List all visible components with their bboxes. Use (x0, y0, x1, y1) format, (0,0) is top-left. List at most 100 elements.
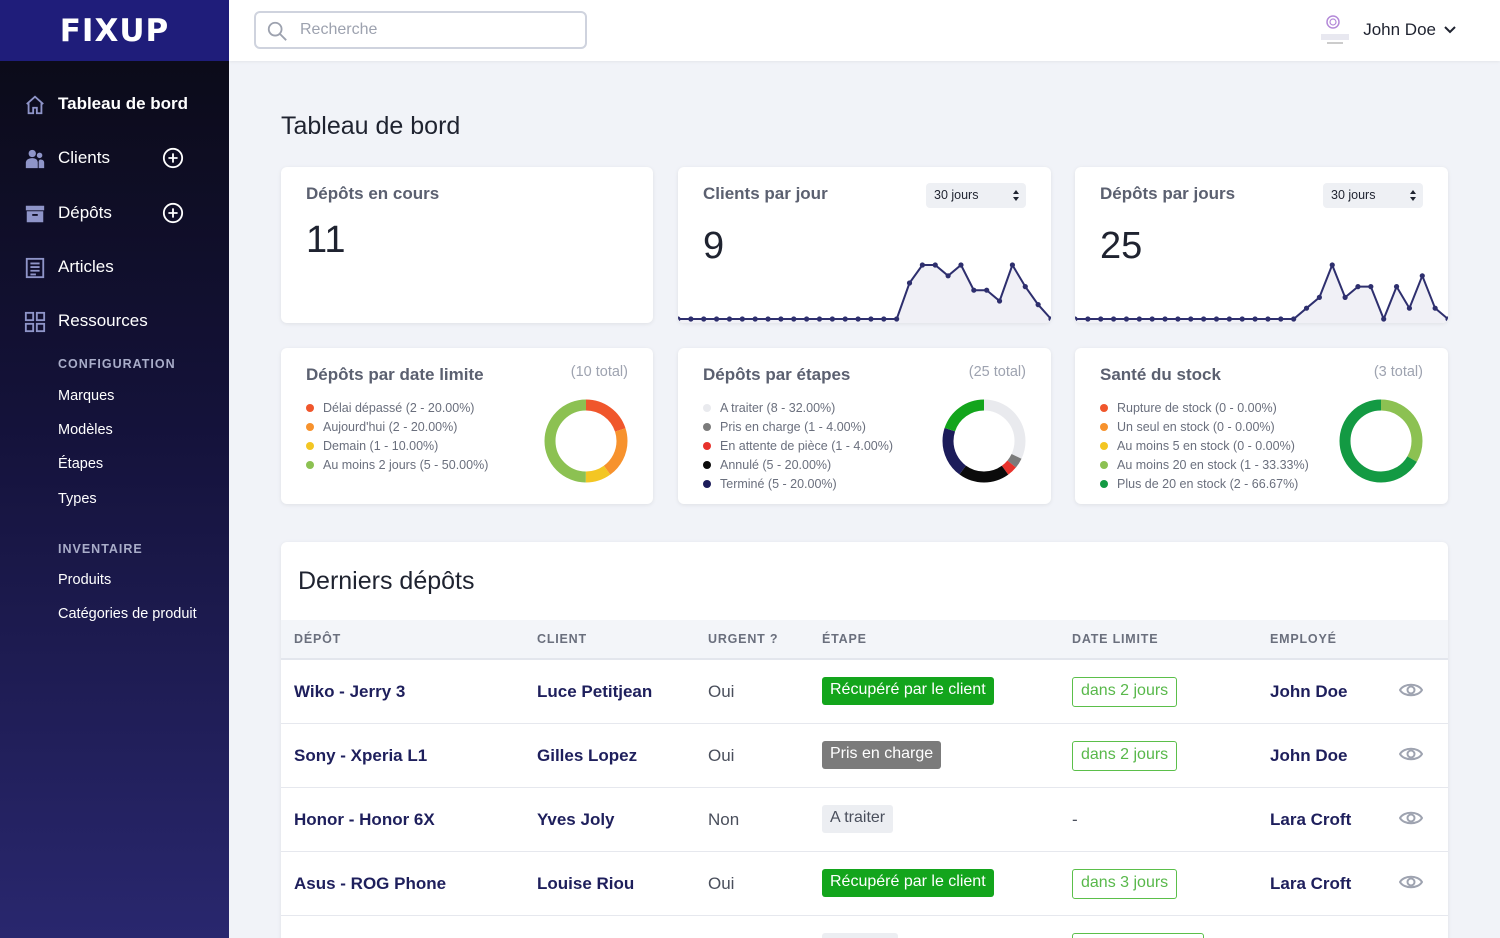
client-link[interactable]: Yves Joly (537, 810, 615, 829)
search-input[interactable] (300, 19, 570, 41)
sparkline-point (1110, 316, 1117, 322)
sante-stock-donut (1339, 399, 1423, 483)
sidebar-item-label: Ressources (58, 311, 148, 330)
sparkline-point (1419, 273, 1425, 279)
etapes-donut (942, 399, 1026, 483)
period-select-value: 30 jours (934, 188, 979, 202)
user-menu[interactable]: John Doe (1317, 14, 1456, 46)
search-box[interactable] (254, 11, 587, 49)
table-row[interactable] (281, 916, 1448, 938)
sidebar-item-label: Clients (58, 148, 110, 167)
date-limite-donut (544, 399, 628, 483)
donut-card-etapes: Dépôts par étapes (25 total) A traiter (… (678, 348, 1051, 504)
etape-badge (822, 933, 898, 938)
sparkline-point (1009, 262, 1016, 268)
sidebar-item-articles[interactable]: Articles (0, 247, 229, 287)
page-title: Tableau de bord (281, 112, 461, 140)
client-link[interactable]: Luce Petitjean (537, 682, 653, 701)
eye-icon[interactable] (1399, 680, 1423, 700)
legend: Délai dépassé (2 - 20.00%) Aujourd'hui (… (306, 398, 488, 474)
employee-link[interactable]: John Doe (1270, 746, 1348, 765)
depot-link[interactable]: Honor - Honor 6X (294, 810, 435, 829)
table-row[interactable]: Sony - Xperia L1 Gilles Lopez Oui Pris e… (281, 724, 1448, 788)
depot-link[interactable]: Asus - ROG Phone (294, 874, 447, 893)
eye-icon[interactable] (1399, 744, 1423, 764)
sparkline-point (1303, 305, 1310, 311)
client-link[interactable]: Gilles Lopez (537, 746, 638, 765)
client-link[interactable]: Louise Riou (537, 874, 635, 893)
table-row[interactable]: Honor - Honor 6X Yves Joly Non A traiter… (281, 788, 1448, 852)
legend-dot (306, 422, 314, 431)
legend-item: Pris en charge (1 - 4.00%) (703, 417, 893, 436)
eye-icon[interactable] (1399, 808, 1423, 828)
sparkline-point (1098, 316, 1104, 322)
employee-link[interactable]: Lara Croft (1270, 810, 1352, 829)
sidebar-item-ressources[interactable]: Ressources (0, 301, 229, 341)
sparkline-point (958, 262, 964, 268)
period-select[interactable]: 30 jours (926, 183, 1026, 208)
donut-segment (942, 399, 1026, 483)
table-title: Derniers dépôts (298, 567, 475, 595)
sparkline-point (1035, 302, 1041, 308)
donut-segment (942, 399, 1026, 483)
depot-link[interactable]: Wiko - Jerry 3 (294, 682, 406, 701)
inventory-section-title: INVENTAIRE (58, 542, 143, 556)
legend-label: Demain (1 - 10.00%) (323, 438, 439, 453)
legend-label: Délai dépassé (2 - 20.00%) (323, 400, 475, 415)
sparkline-area (678, 265, 1051, 323)
employee-link[interactable]: Lara Croft (1270, 874, 1352, 893)
topbar: John Doe (229, 0, 1500, 61)
legend-dot (1100, 460, 1108, 469)
legend-label: Annulé (5 - 20.00%) (720, 457, 832, 472)
column-header-urgent: URGENT ? (708, 632, 779, 646)
box-icon (25, 205, 45, 223)
legend-label: Aujourd'hui (2 - 20.00%) (323, 419, 458, 434)
sparkline-point (1355, 284, 1361, 290)
legend-dot (306, 441, 314, 450)
legend-item: En attente de pièce (1 - 4.00%) (703, 436, 893, 455)
total-count: (3 total) (1373, 364, 1423, 380)
sidebar-subitem-produits[interactable]: Produits (58, 572, 112, 588)
sparkline-point (868, 316, 874, 322)
sparkline-point (1432, 305, 1438, 311)
sparkline-point (1265, 316, 1271, 322)
sidebar-subitem-marques[interactable]: Marques (58, 388, 115, 404)
legend-item: Plus de 20 en stock (2 - 66.67%) (1100, 474, 1309, 493)
sparkline-point (1381, 316, 1387, 322)
legend-dot (306, 460, 314, 469)
table-row[interactable]: Asus - ROG Phone Louise Riou Oui Récupér… (281, 852, 1448, 916)
eye-icon[interactable] (1399, 872, 1423, 892)
sparkline-point (752, 316, 758, 322)
sidebar-item-dashboard[interactable]: Tableau de bord (0, 84, 229, 124)
legend-dot (703, 422, 711, 431)
app-logo[interactable]: FIXUP (59, 12, 170, 49)
table-row[interactable]: Wiko - Jerry 3 Luce Petitjean Oui Récupé… (281, 660, 1448, 724)
period-select[interactable]: 30 jours (1323, 183, 1423, 208)
home-icon (26, 95, 44, 115)
sidebar-subitem-modeles[interactable]: Modèles (58, 422, 113, 438)
search-icon (267, 21, 287, 41)
sidebar-item-clients[interactable]: Clients (0, 138, 229, 178)
sparkline-point (1239, 316, 1245, 322)
sparkline-point (1316, 294, 1322, 300)
select-arrows-icon (1013, 190, 1019, 201)
sidebar-subitem-categories[interactable]: Catégories de produit (58, 606, 197, 622)
sparkline-point (1162, 316, 1168, 322)
legend-label: A traiter (8 - 32.00%) (720, 400, 836, 415)
legend-item: Au moins 20 en stock (1 - 33.33%) (1100, 455, 1309, 474)
sparkline-point (1048, 316, 1051, 322)
depot-link[interactable]: Sony - Xperia L1 (294, 746, 428, 765)
legend-label: Au moins 5 en stock (0 - 0.00%) (1117, 438, 1295, 453)
add-client-icon[interactable] (162, 147, 184, 169)
sparkline-point (932, 262, 938, 268)
add-depot-icon[interactable] (162, 202, 184, 224)
sidebar-subitem-etapes[interactable]: Étapes (58, 456, 104, 472)
sparkline-point (1022, 284, 1028, 290)
legend-dot (306, 403, 314, 412)
sparkline-point (688, 316, 694, 322)
stat-card-depots-en-cours: Dépôts en cours 11 (281, 167, 653, 323)
card-title: Dépôts en cours (306, 184, 440, 203)
employee-link[interactable]: John Doe (1270, 682, 1348, 701)
sidebar-subitem-types[interactable]: Types (58, 491, 97, 507)
sidebar-item-depots[interactable]: Dépôts (0, 193, 229, 233)
